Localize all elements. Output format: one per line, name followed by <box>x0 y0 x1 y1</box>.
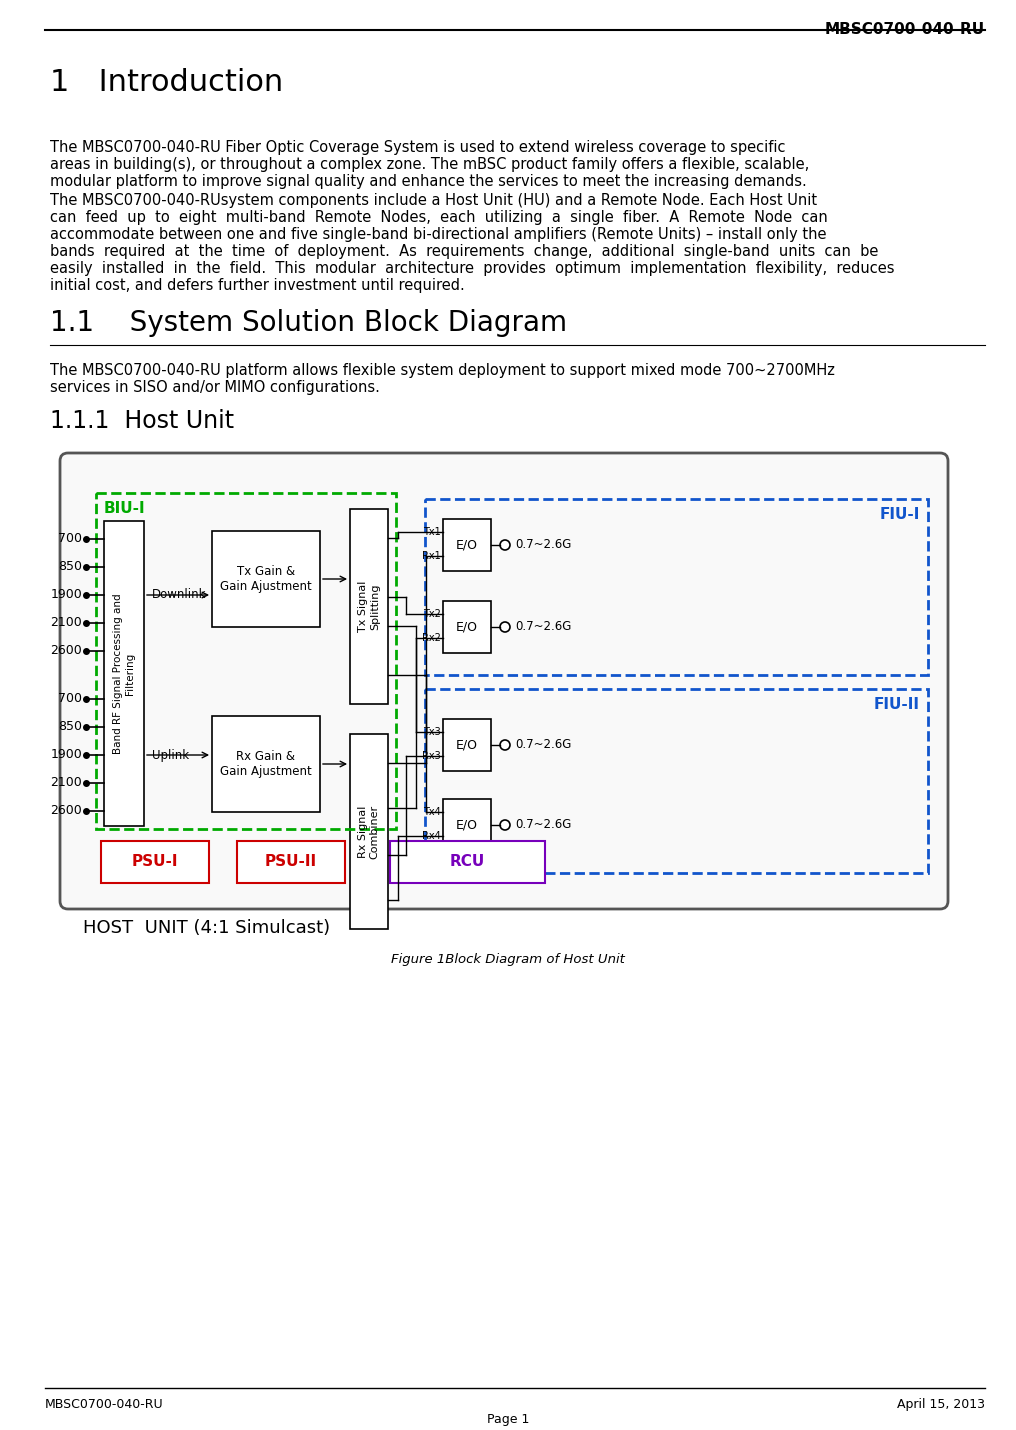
Text: Tx1: Tx1 <box>424 528 441 538</box>
Text: Rx2: Rx2 <box>422 633 441 644</box>
Bar <box>350 734 388 930</box>
Circle shape <box>500 541 510 551</box>
Text: modular platform to improve signal quality and enhance the services to meet the : modular platform to improve signal quali… <box>50 174 807 189</box>
Text: The MBSC0700-040-RU Fiber Optic Coverage System is used to extend wireless cover: The MBSC0700-040-RU Fiber Optic Coverage… <box>50 140 785 154</box>
Text: Rx1: Rx1 <box>423 552 441 562</box>
Bar <box>425 689 928 872</box>
Bar <box>443 601 491 654</box>
Bar <box>425 499 928 675</box>
Text: 2100: 2100 <box>50 776 82 789</box>
Text: 0.7~2.6G: 0.7~2.6G <box>515 738 571 752</box>
Text: 850: 850 <box>58 561 82 573</box>
Text: 0.7~2.6G: 0.7~2.6G <box>515 539 571 552</box>
Text: 2600: 2600 <box>50 805 82 818</box>
Text: Band RF Signal Processing and
Filtering: Band RF Signal Processing and Filtering <box>113 593 135 754</box>
Text: easily  installed  in  the  field.  This  modular  architecture  provides  optim: easily installed in the field. This modu… <box>50 262 894 276</box>
Text: areas in building(s), or throughout a complex zone. The mBSC product family offe: areas in building(s), or throughout a co… <box>50 157 810 172</box>
Bar <box>390 841 545 882</box>
Text: MBSC0700-040-RU: MBSC0700-040-RU <box>45 1399 164 1411</box>
Text: 850: 850 <box>58 721 82 734</box>
Text: The MBSC0700-040-RUsystem components include a Host Unit (HU) and a Remote Node.: The MBSC0700-040-RUsystem components inc… <box>50 193 817 207</box>
Text: Tx4: Tx4 <box>424 807 441 817</box>
Text: 1900: 1900 <box>50 748 82 762</box>
Text: initial cost, and defers further investment until required.: initial cost, and defers further investm… <box>50 277 464 293</box>
Bar <box>212 716 320 812</box>
Circle shape <box>500 739 510 749</box>
Text: E/O: E/O <box>456 539 478 552</box>
Text: 700: 700 <box>58 692 82 705</box>
Text: 0.7~2.6G: 0.7~2.6G <box>515 621 571 633</box>
Circle shape <box>500 622 510 632</box>
Text: The MBSC0700-040-RU platform allows flexible system deployment to support mixed : The MBSC0700-040-RU platform allows flex… <box>50 363 835 378</box>
Text: Rx Signal
Combiner: Rx Signal Combiner <box>359 805 380 858</box>
Text: accommodate between one and five single-band bi-directional amplifiers (Remote U: accommodate between one and five single-… <box>50 227 826 242</box>
Text: FIU-I: FIU-I <box>880 508 920 522</box>
Text: Tx3: Tx3 <box>424 726 441 736</box>
Text: PSU-I: PSU-I <box>132 855 178 869</box>
Text: Tx Signal
Splitting: Tx Signal Splitting <box>359 581 380 632</box>
Text: Rx Gain &
Gain Ajustment: Rx Gain & Gain Ajustment <box>220 749 312 778</box>
Circle shape <box>500 819 510 829</box>
FancyBboxPatch shape <box>60 453 948 909</box>
Text: FIU-II: FIU-II <box>874 696 920 712</box>
Text: Tx Gain &
Gain Ajustment: Tx Gain & Gain Ajustment <box>220 565 312 593</box>
Text: E/O: E/O <box>456 621 478 633</box>
Text: 1   Introduction: 1 Introduction <box>50 69 283 97</box>
Text: 1900: 1900 <box>50 589 82 602</box>
Text: April 15, 2013: April 15, 2013 <box>897 1399 985 1411</box>
Text: bands  required  at  the  time  of  deployment.  As  requirements  change,  addi: bands required at the time of deployment… <box>50 245 879 259</box>
Text: 1.1.1  Host Unit: 1.1.1 Host Unit <box>50 409 234 433</box>
Text: 700: 700 <box>58 532 82 545</box>
Text: 2100: 2100 <box>50 616 82 629</box>
Text: Rx4: Rx4 <box>423 831 441 841</box>
Text: 0.7~2.6G: 0.7~2.6G <box>515 818 571 831</box>
Bar <box>237 841 345 882</box>
Bar <box>101 841 209 882</box>
Bar <box>443 719 491 771</box>
Text: Figure 1Block Diagram of Host Unit: Figure 1Block Diagram of Host Unit <box>391 952 625 967</box>
Text: RCU: RCU <box>450 855 485 869</box>
Bar <box>443 519 491 571</box>
Text: Downlink: Downlink <box>152 589 206 602</box>
Text: 2600: 2600 <box>50 645 82 658</box>
Text: Page 1: Page 1 <box>487 1413 529 1426</box>
Text: E/O: E/O <box>456 818 478 831</box>
Bar <box>104 521 144 827</box>
Bar <box>350 509 388 704</box>
Text: can  feed  up  to  eight  multi-band  Remote  Nodes,  each  utilizing  a  single: can feed up to eight multi-band Remote N… <box>50 210 828 225</box>
Bar <box>212 531 320 626</box>
Text: Tx2: Tx2 <box>423 609 441 619</box>
Text: 1.1    System Solution Block Diagram: 1.1 System Solution Block Diagram <box>50 309 567 337</box>
Text: E/O: E/O <box>456 738 478 752</box>
Bar <box>96 493 396 829</box>
Text: Uplink: Uplink <box>152 748 189 762</box>
Text: BIU-I: BIU-I <box>104 500 145 516</box>
Text: Rx3: Rx3 <box>423 751 441 761</box>
Text: HOST  UNIT (4:1 Simulcast): HOST UNIT (4:1 Simulcast) <box>83 919 330 937</box>
Text: MBSC0700-040-RU: MBSC0700-040-RU <box>825 21 985 37</box>
Bar <box>443 799 491 851</box>
Text: PSU-II: PSU-II <box>265 855 317 869</box>
Text: services in SISO and/or MIMO configurations.: services in SISO and/or MIMO configurati… <box>50 380 380 395</box>
